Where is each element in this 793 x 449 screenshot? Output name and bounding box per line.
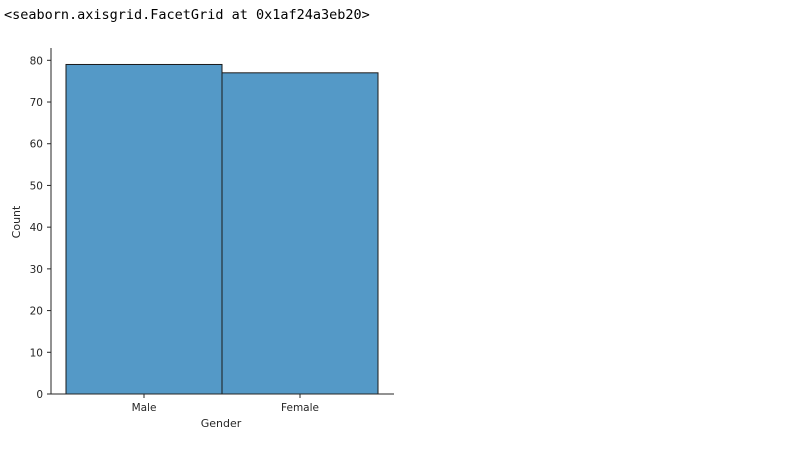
y-tick-label: 30 bbox=[30, 264, 43, 276]
bar-female bbox=[221, 72, 379, 395]
y-ticks-group: 0 10 20 30 40 50 60 70 80 bbox=[30, 55, 51, 401]
y-tick-label: 20 bbox=[30, 306, 43, 318]
y-tick-label: 80 bbox=[30, 55, 43, 67]
y-tick-label: 0 bbox=[36, 389, 43, 401]
y-axis-label: Count bbox=[10, 205, 23, 238]
x-tick-label: Female bbox=[281, 402, 319, 414]
x-axis-label: Gender bbox=[201, 417, 242, 430]
y-tick-label: 40 bbox=[30, 222, 43, 234]
y-tick-label: 10 bbox=[30, 347, 43, 359]
y-tick-label: 70 bbox=[30, 97, 43, 109]
x-ticks-group: Male Female bbox=[132, 394, 319, 414]
bars-group bbox=[65, 63, 379, 395]
y-tick-label: 60 bbox=[30, 139, 43, 151]
output-repr-text: <seaborn.axisgrid.FacetGrid at 0x1af24a3… bbox=[4, 7, 370, 23]
x-tick-label: Male bbox=[132, 402, 157, 414]
bar-male bbox=[65, 63, 223, 395]
y-tick-label: 50 bbox=[30, 180, 43, 192]
